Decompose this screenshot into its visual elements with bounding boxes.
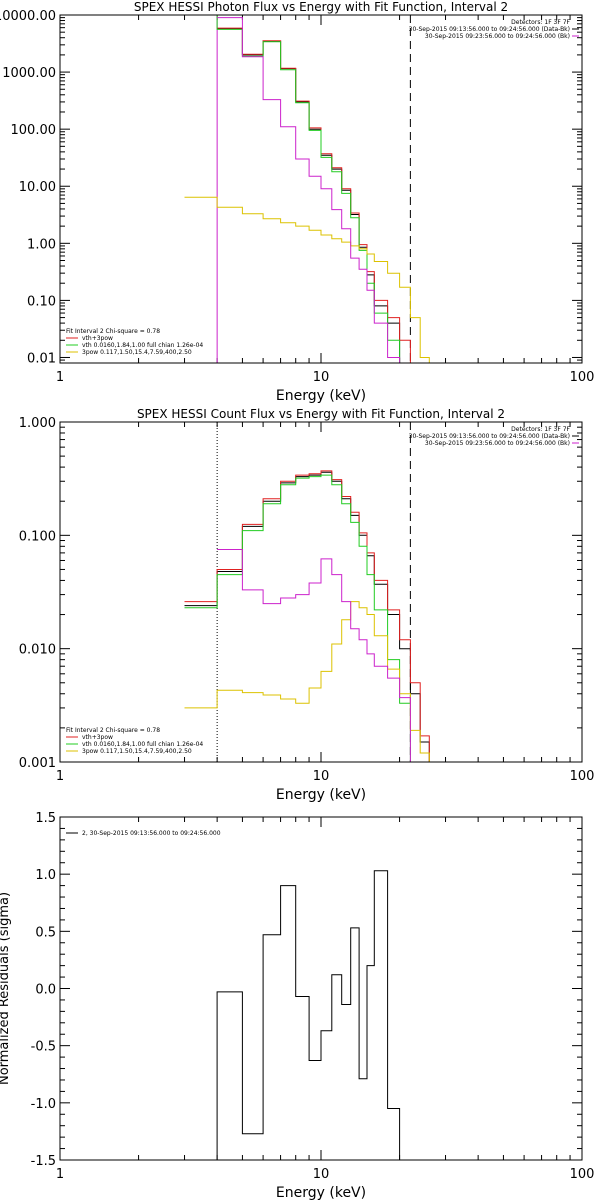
x-tick-label: 100 xyxy=(570,370,595,385)
x-tick-label: 1 xyxy=(56,370,64,385)
series-line-bk xyxy=(217,549,411,762)
y-tick-label: 10.00 xyxy=(19,180,56,195)
x-axis-label: Energy (keV) xyxy=(276,388,366,404)
y-tick-label: 0.0 xyxy=(35,983,56,998)
info-text: Detectors: 1F 3F 7F xyxy=(511,19,570,26)
y-tick-label: -1.0 xyxy=(31,1097,56,1112)
legend-entry: vth 0.0160,1.84,1.00 full chian 1.26e-04 xyxy=(82,741,203,748)
chart-title: SPEX HESSI Count Flux vs Energy with Fit… xyxy=(137,407,505,421)
data-series-group xyxy=(184,470,430,762)
series-line-2-30-sep-2015-09-13-56-000-to-09-24-56-000 xyxy=(216,870,411,1160)
y-tick-label: -0.5 xyxy=(31,1040,56,1055)
data-series-group xyxy=(216,870,411,1160)
info-text: 30-Sep-2015 09:13:56.000 to 09:24:56.000… xyxy=(409,26,570,33)
info-text: 30-Sep-2015 09:23:56.000 to 09:24:56.000… xyxy=(425,440,570,447)
y-tick-label: 0.5 xyxy=(35,925,56,940)
y-tick-label: 0.010 xyxy=(19,643,56,658)
series-line-bk xyxy=(217,17,411,363)
legend-header: Fit Interval 2 Chi-square = 0.78 xyxy=(66,328,160,335)
chart-panel-2: SPEX HESSI Count Flux vs Energy with Fit… xyxy=(19,407,595,803)
y-tick-label: -1.5 xyxy=(31,1154,56,1169)
y-tick-label: 1.0 xyxy=(35,868,56,883)
data-series-group xyxy=(184,15,430,363)
plot-frame xyxy=(59,816,583,1161)
y-tick-label: 0.10 xyxy=(27,294,56,309)
x-tick-label: 100 xyxy=(570,1167,595,1182)
x-tick-label: 1 xyxy=(56,1167,64,1182)
chart-title: SPEX HESSI Photon Flux vs Energy with Fi… xyxy=(134,0,508,14)
y-tick-label: 1.000 xyxy=(19,416,56,431)
y-tick-label: 100.00 xyxy=(11,123,57,138)
y-tick-label: 0.001 xyxy=(19,756,56,771)
info-text: Detectors: 1F 3F 7F xyxy=(511,426,570,433)
legend-entry: 3pow 0.117,1.50,15.4,7.59,400,2.50 xyxy=(82,349,192,356)
x-tick-label: 10 xyxy=(313,370,330,385)
legend-entry: vth 0.0160,1.84,1.00 full chian 1.26e-04 xyxy=(82,342,203,349)
info-text: 30-Sep-2015 09:23:56.000 to 09:24:56.000… xyxy=(425,33,570,40)
chart-panel-1: SPEX HESSI Photon Flux vs Energy with Fi… xyxy=(0,0,594,404)
legend-entry: vth+3pow xyxy=(82,734,113,741)
y-tick-label: 1000.00 xyxy=(2,66,56,81)
legend-entry: vth+3pow xyxy=(82,335,113,342)
y-axis-label: Normalized Residuals (sigma) xyxy=(0,892,12,1085)
y-tick-label: 1.00 xyxy=(27,237,56,252)
legend-entry: 3pow 0.117,1.50,15.4,7.59,400,2.50 xyxy=(82,748,192,755)
x-tick-label: 10 xyxy=(313,1167,330,1182)
chart-panel-3: 1 10 100 Energy (keV) 1.5 1.0 0.5 0.0 -0.5 -1.0 -1… xyxy=(0,811,595,1201)
x-axis-label: Energy (keV) xyxy=(276,1185,366,1200)
x-tick-label: 1 xyxy=(56,769,64,784)
plot-frame xyxy=(59,421,583,763)
x-tick-label: 10 xyxy=(313,769,330,784)
y-tick-label: 10000.00 xyxy=(0,9,56,24)
x-tick-label: 100 xyxy=(570,769,595,784)
series-line-3pow xyxy=(184,196,430,363)
y-tick-label: 0.100 xyxy=(19,529,56,544)
series-line-vth-3pow xyxy=(217,27,411,363)
plot-frame xyxy=(59,14,583,364)
series-line-vth xyxy=(184,474,411,762)
y-tick-label: 0.01 xyxy=(27,351,56,366)
legend-header: Fit Interval 2 Chi-square = 0.78 xyxy=(66,727,160,734)
legend-entry: 2, 30-Sep-2015 09:13:56.000 to 09:24:56.… xyxy=(82,830,221,837)
y-tick-label: 1.5 xyxy=(35,811,56,826)
info-text: 30-Sep-2015 09:13:56.000 to 09:24:56.000… xyxy=(409,433,570,440)
x-axis-label: Energy (keV) xyxy=(276,787,366,803)
